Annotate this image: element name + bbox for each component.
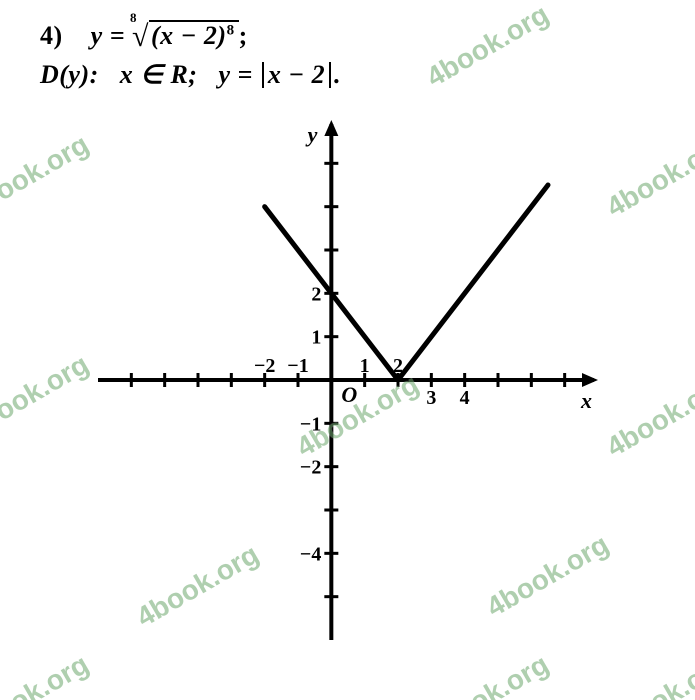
function-chart: −2−11234−4−2−112xyO — [88, 110, 608, 650]
domain-label: D(y): — [40, 60, 99, 89]
equation-line-2: D(y): x ∈ R; y = x − 2. — [40, 60, 655, 90]
svg-text:2: 2 — [311, 283, 321, 305]
svg-text:−1: −1 — [299, 413, 320, 435]
svg-text:−2: −2 — [299, 457, 320, 479]
svg-text:3: 3 — [426, 387, 436, 409]
domain-expr: x ∈ R; — [120, 60, 198, 89]
svg-text:−4: −4 — [299, 543, 320, 565]
svg-text:−2: −2 — [253, 355, 274, 377]
func-lhs: y = — [91, 21, 125, 50]
simplified-lhs: y = — [218, 60, 252, 89]
abs-expression: x − 2 — [262, 62, 331, 88]
svg-text:4: 4 — [459, 387, 469, 409]
svg-text:y: y — [304, 122, 317, 147]
root-index: 8 — [130, 10, 137, 26]
svg-text:O: O — [341, 382, 357, 407]
abs-inner: x − 2 — [268, 60, 325, 89]
problem-number: 4) — [40, 21, 63, 50]
root-expression: 8 √(x − 2)8 — [132, 20, 239, 54]
svg-text:1: 1 — [359, 355, 369, 377]
equation-line-1: 4) y = 8 √(x − 2)8 ; — [40, 20, 655, 54]
semicolon-1: ; — [239, 21, 248, 50]
radicand-base: (x − 2) — [151, 21, 227, 50]
svg-text:1: 1 — [311, 327, 321, 349]
radicand: (x − 2)8 — [149, 20, 239, 51]
radicand-exp: 8 — [227, 22, 235, 38]
svg-text:x: x — [580, 388, 592, 413]
period: . — [333, 60, 340, 89]
page-content: 4) y = 8 √(x − 2)8 ; D(y): x ∈ R; y = x … — [0, 0, 695, 700]
svg-text:−1: −1 — [287, 355, 308, 377]
